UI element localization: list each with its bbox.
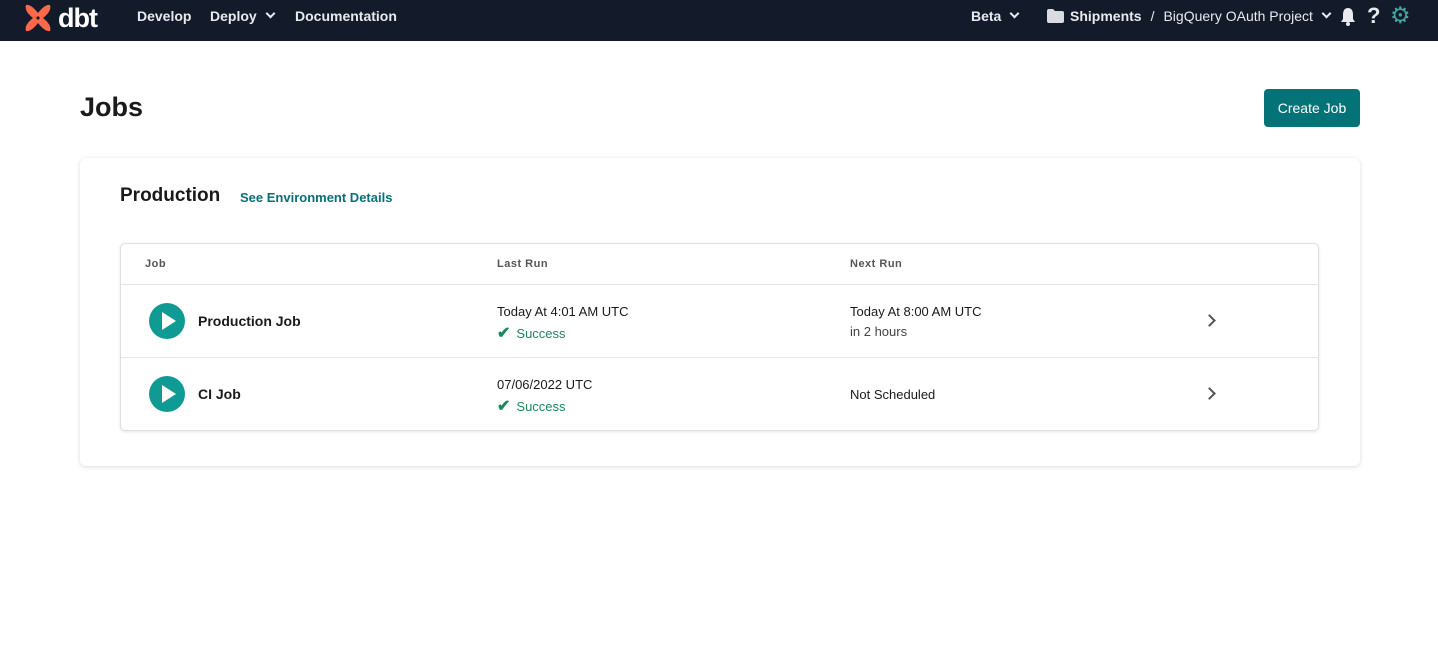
project-name: BigQuery OAuth Project	[1163, 8, 1313, 24]
last-run-time: Today At 4:01 AM UTC	[497, 304, 629, 319]
account-name: Shipments	[1070, 8, 1142, 24]
beta-menu[interactable]: Beta	[971, 8, 1020, 24]
header-job: Job	[145, 258, 167, 270]
play-icon[interactable]	[149, 303, 185, 339]
bell-icon[interactable]	[1339, 7, 1357, 27]
play-icon[interactable]	[149, 376, 185, 412]
table-row[interactable]: CI Job 07/06/2022 UTC ✔ Success Not Sched…	[121, 357, 1318, 430]
nav-develop-label: Develop	[137, 8, 192, 24]
page-title: Jobs	[80, 92, 144, 122]
dbt-logo-icon	[25, 4, 51, 32]
nav-deploy[interactable]: Deploy	[210, 8, 276, 24]
chevron-right-icon[interactable]	[1203, 387, 1216, 400]
chevron-right-icon[interactable]	[1203, 314, 1216, 327]
environment-name: Production	[120, 185, 221, 206]
next-run-time: Today At 8:00 AM UTC	[850, 304, 982, 319]
folder-icon	[1047, 9, 1064, 23]
help-icon[interactable]: ?	[1367, 3, 1381, 28]
nav-develop[interactable]: Develop	[137, 8, 191, 24]
jobs-table: Job Last Run Next Run Production Job Tod…	[120, 243, 1319, 431]
chevron-down-icon	[1321, 8, 1332, 19]
job-name[interactable]: Production Job	[198, 313, 301, 329]
logo-text: dbt	[58, 2, 98, 33]
see-environment-details-link[interactable]: See Environment Details	[240, 190, 393, 205]
last-run-time: 07/06/2022 UTC	[497, 377, 593, 392]
status-badge: ✔ Success	[497, 323, 566, 343]
chevron-down-icon	[1009, 8, 1020, 19]
next-run-time: Not Scheduled	[850, 387, 936, 402]
dbt-logo[interactable]: dbt	[22, 2, 98, 34]
top-nav: dbt Develop Deploy Documentation Beta Sh…	[0, 0, 1438, 41]
status-text: Success	[516, 325, 566, 341]
job-name[interactable]: CI Job	[198, 386, 241, 402]
header-last-run: Last Run	[497, 258, 549, 270]
environment-card: Production See Environment Details Job L…	[80, 158, 1360, 466]
header-next-run: Next Run	[850, 258, 903, 270]
check-icon: ✔	[497, 325, 511, 342]
status-text: Success	[516, 398, 566, 414]
create-job-button[interactable]: Create Job	[1264, 89, 1360, 127]
table-row[interactable]: Production Job Today At 4:01 AM UTC ✔ Suc…	[121, 284, 1318, 357]
nav-documentation-label: Documentation	[295, 8, 397, 24]
next-run-relative: in 2 hours	[850, 324, 908, 339]
check-icon: ✔	[497, 398, 511, 415]
gear-icon[interactable]: ⚙	[1390, 2, 1411, 28]
chevron-down-icon	[265, 8, 276, 19]
nav-documentation[interactable]: Documentation	[295, 8, 397, 24]
project-selector[interactable]: Shipments / BigQuery OAuth Project	[1047, 8, 1332, 24]
status-badge: ✔ Success	[497, 396, 566, 416]
breadcrumb-separator: /	[1150, 8, 1155, 24]
nav-deploy-label: Deploy	[210, 8, 257, 24]
beta-label: Beta	[971, 8, 1002, 24]
